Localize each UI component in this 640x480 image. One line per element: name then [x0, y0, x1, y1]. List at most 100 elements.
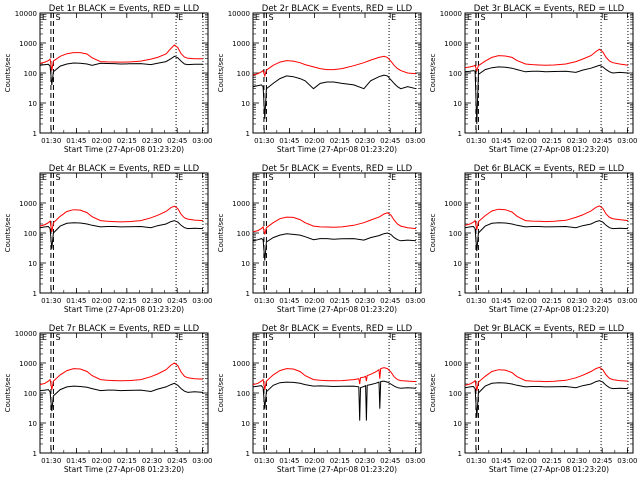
x-tick-label: 03:00 [192, 297, 212, 305]
y-tick-label: 100 [449, 230, 462, 238]
x-tick-label: 02:45 [380, 297, 400, 305]
event-marker-label: S [480, 173, 485, 182]
lld-series-line [252, 367, 417, 390]
x-tick-label: 02:30 [142, 137, 162, 145]
x-tick-label: 02:15 [542, 297, 562, 305]
x-tick-label: 02:15 [542, 137, 562, 145]
x-tick-label: 01:45 [279, 137, 299, 145]
y-tick-label: 10 [28, 100, 37, 108]
x-tick-label: 01:45 [279, 297, 299, 305]
x-tick-label: 02:15 [330, 457, 350, 465]
event-marker-label: E [255, 173, 260, 182]
y-tick-label: 10000 [15, 10, 37, 18]
x-tick-label: 02:15 [117, 137, 137, 145]
y-axis-label: Counts/sec [4, 54, 12, 93]
x-tick-label: 02:15 [542, 457, 562, 465]
y-tick-label: 1 [458, 130, 462, 138]
events-series-line [464, 380, 629, 418]
lld-series-line [252, 212, 417, 235]
x-tick-label: 02:45 [592, 137, 612, 145]
x-tick-label: 02:15 [330, 297, 350, 305]
event-marker-label: E [255, 13, 260, 22]
detector-panel-8: Det 8r BLACK = Events, RED = LLD Counts/s… [217, 324, 425, 474]
x-tick-label: 02:00 [92, 297, 112, 305]
plot-title: Det 9r BLACK = Events, RED = LLD [474, 324, 625, 334]
lld-series-line [39, 362, 204, 390]
plot-title: Det 6r BLACK = Events, RED = LLD [474, 164, 625, 174]
lld-series-line [464, 366, 629, 391]
x-tick-label: 01:30 [41, 137, 61, 145]
plot-frame [464, 12, 634, 134]
event-marker-label: E [391, 333, 396, 342]
event-marker-label: S [268, 173, 273, 182]
x-tick-label: 02:00 [517, 297, 537, 305]
plot-title: Det 1r BLACK = Events, RED = LLD [49, 4, 200, 14]
x-tick-label: 01:45 [66, 297, 86, 305]
event-marker-label: E [178, 13, 183, 22]
y-tick-label: 100 [237, 230, 250, 238]
y-axis-label: Counts/sec [4, 214, 12, 253]
y-tick-label: 100 [449, 390, 462, 398]
event-marker-label: E [467, 13, 472, 22]
y-tick-label: 10 [28, 260, 37, 268]
x-axis-label: Start Time (27-Apr-08 01:23:20) [277, 145, 397, 154]
y-tick-label: 1 [246, 290, 250, 298]
x-tick-label: 02:30 [355, 137, 375, 145]
detector-panel-3: Det 3r BLACK = Events, RED = LLD Counts/s… [429, 4, 637, 154]
y-tick-label: 1000 [232, 40, 250, 48]
x-tick-label: 01:45 [279, 457, 299, 465]
detector-panel-5: Det 5r BLACK = Events, RED = LLD Counts/s… [217, 164, 425, 314]
x-axis-label: Start Time (27-Apr-08 01:23:20) [64, 305, 184, 314]
x-tick-label: 01:45 [491, 297, 511, 305]
event-marker-label: S [268, 13, 273, 22]
x-tick-label: 02:00 [305, 457, 325, 465]
y-tick-label: 1000 [19, 200, 37, 208]
event-marker-label: E [42, 173, 47, 182]
x-tick-label: 01:30 [41, 457, 61, 465]
plot-title: Det 5r BLACK = Events, RED = LLD [262, 164, 413, 174]
x-tick-label: 01:45 [491, 137, 511, 145]
event-marker-label: S [268, 333, 273, 342]
event-marker-label: S [480, 333, 485, 342]
y-tick-label: 1 [458, 290, 462, 298]
x-tick-label: 01:45 [66, 137, 86, 145]
y-tick-label: 1 [246, 130, 250, 138]
x-tick-label: 02:45 [380, 137, 400, 145]
x-tick-label: 02:15 [117, 457, 137, 465]
x-axis-label: Start Time (27-Apr-08 01:23:20) [489, 305, 609, 314]
y-axis-label: Counts/sec [217, 214, 225, 253]
events-series-line [39, 220, 204, 249]
event-marker-label: E [178, 173, 183, 182]
x-tick-label: 01:30 [466, 457, 486, 465]
y-tick-label: 1000 [444, 40, 462, 48]
x-tick-label: 02:00 [517, 457, 537, 465]
x-tick-label: 03:00 [617, 457, 637, 465]
x-tick-label: 03:00 [405, 137, 425, 145]
y-tick-label: 10000 [440, 10, 462, 18]
x-tick-label: 03:00 [617, 297, 637, 305]
x-tick-label: 01:30 [254, 297, 274, 305]
event-marker-label: S [55, 173, 60, 182]
y-axis-label: Counts/sec [429, 214, 437, 253]
x-tick-label: 01:30 [254, 457, 274, 465]
y-tick-label: 1000 [19, 360, 37, 368]
plot-title: Det 8r BLACK = Events, RED = LLD [262, 324, 413, 334]
y-tick-label: 1000 [444, 360, 462, 368]
plot-frame [252, 12, 422, 134]
plot-frame [252, 172, 422, 294]
x-tick-label: 02:15 [117, 297, 137, 305]
y-tick-label: 1 [458, 450, 462, 458]
x-tick-label: 01:30 [254, 137, 274, 145]
x-tick-label: 02:00 [92, 457, 112, 465]
y-tick-label: 100 [24, 230, 37, 238]
y-tick-label: 100 [24, 390, 37, 398]
y-tick-label: 10 [28, 420, 37, 428]
event-marker-label: E [467, 333, 472, 342]
x-tick-label: 02:30 [142, 297, 162, 305]
x-tick-label: 03:00 [617, 137, 637, 145]
y-tick-label: 10 [453, 260, 462, 268]
plot-frame [252, 332, 422, 454]
x-axis-label: Start Time (27-Apr-08 01:23:20) [64, 145, 184, 154]
event-marker-label: E [391, 173, 396, 182]
